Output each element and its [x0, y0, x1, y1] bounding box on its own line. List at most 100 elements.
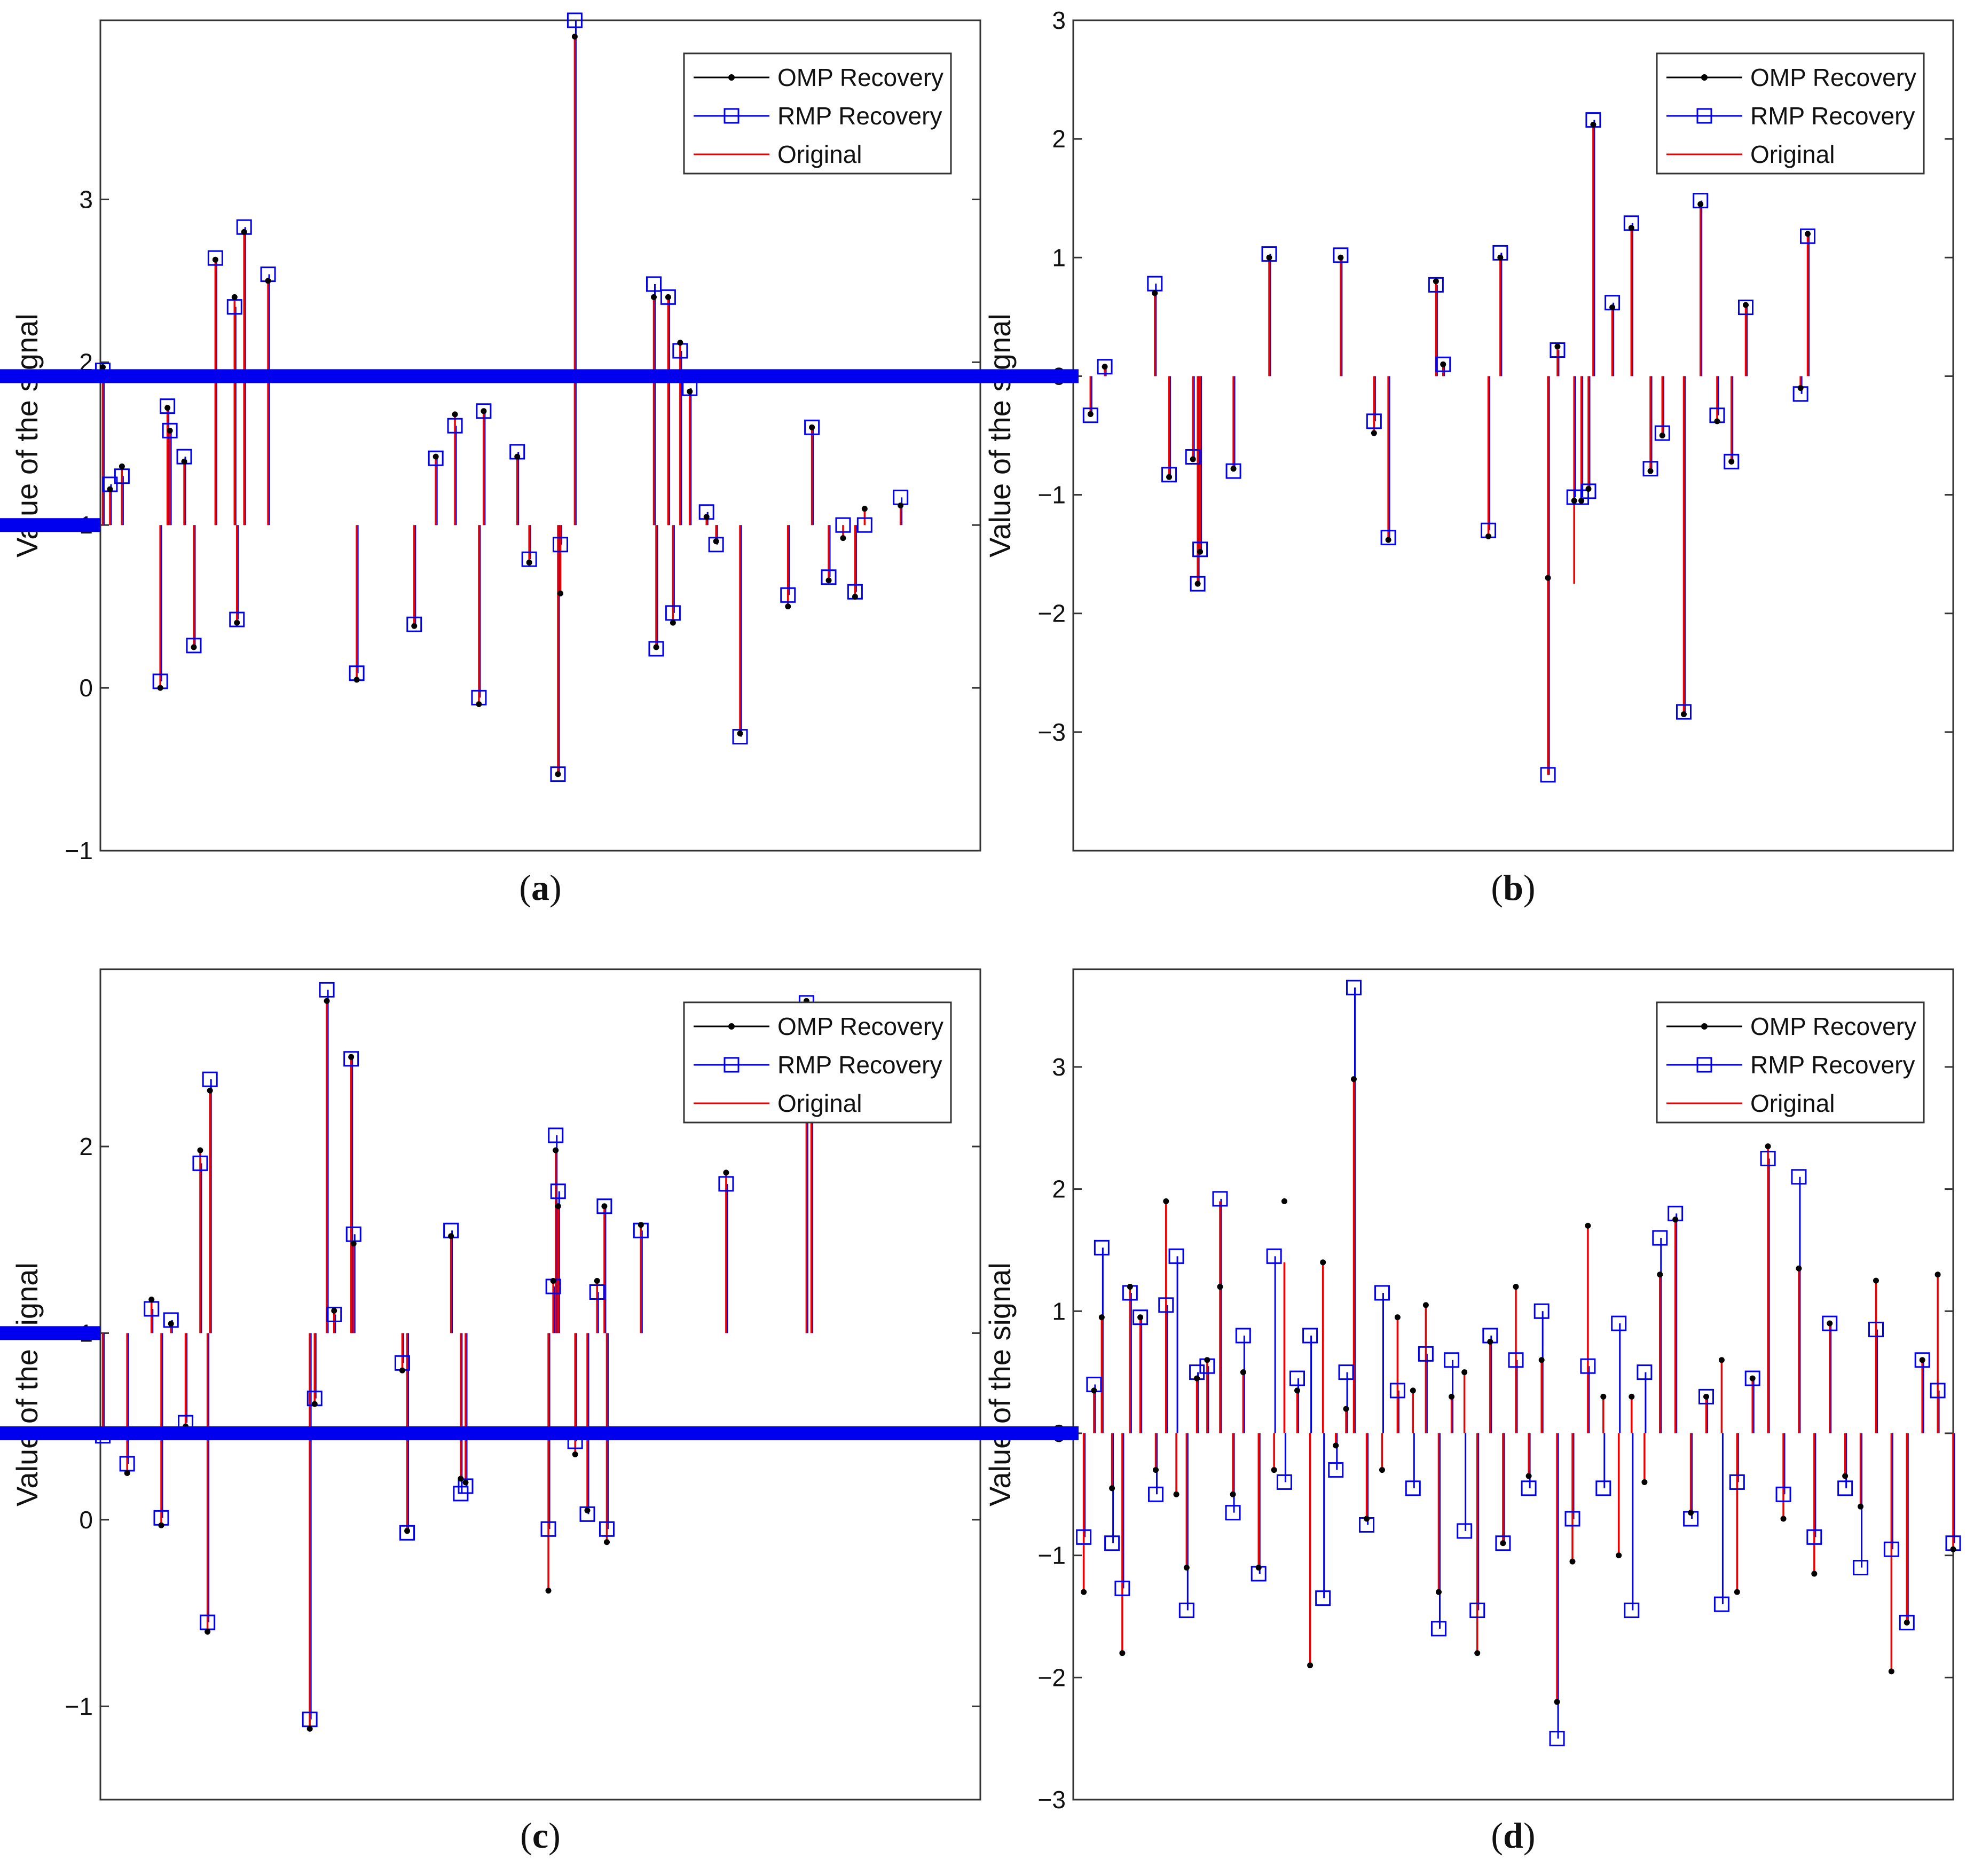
rmp-marker	[599, 1521, 615, 1537]
rmp-marker	[162, 422, 178, 438]
omp-marker	[1780, 1516, 1787, 1522]
omp-marker	[584, 1507, 591, 1513]
omp-marker	[1081, 1589, 1087, 1595]
omp-marker	[1166, 474, 1173, 480]
rmp-marker	[1729, 1474, 1745, 1490]
omp-marker	[1500, 1540, 1506, 1547]
ytick-label: −1	[1038, 481, 1066, 509]
legend-label: OMP Recovery	[1750, 1012, 1916, 1040]
rmp-marker	[326, 1306, 342, 1322]
omp-marker	[99, 364, 106, 370]
omp-marker	[1600, 1393, 1607, 1400]
rmp-marker	[1374, 1285, 1390, 1301]
omp-marker	[861, 506, 868, 512]
legend-label: Original	[1750, 1089, 1835, 1117]
omp-marker	[399, 1367, 405, 1373]
omp-marker	[550, 1278, 556, 1284]
legend-label: Original	[777, 140, 862, 168]
y-axis-label: Value of the signal	[983, 313, 1017, 558]
rmp-marker	[1076, 1529, 1092, 1545]
rmp-marker	[1097, 359, 1113, 375]
omp-marker	[458, 1475, 464, 1482]
rmp-marker	[1235, 1328, 1251, 1344]
rmp-marker	[1469, 1603, 1485, 1619]
rmp-marker	[1564, 1511, 1580, 1527]
rmp-marker	[1744, 1370, 1760, 1386]
rmp-marker	[718, 1176, 734, 1192]
omp-marker	[481, 408, 487, 414]
legend-rmp-marker	[723, 1057, 740, 1073]
rmp-marker	[1508, 1352, 1524, 1368]
omp-marker	[1364, 1516, 1370, 1522]
rmp-marker	[1338, 1364, 1354, 1380]
rmp-marker	[596, 1198, 612, 1214]
omp-marker	[1343, 1406, 1349, 1412]
omp-marker	[677, 340, 683, 346]
ytick-label: 3	[1052, 1053, 1066, 1081]
omp-marker	[1173, 1491, 1179, 1497]
rmp-marker	[399, 1525, 415, 1541]
omp-marker	[1647, 468, 1654, 474]
rmp-marker	[1266, 1248, 1282, 1264]
omp-marker	[1680, 711, 1687, 718]
rmp-marker	[1190, 576, 1206, 592]
omp-marker	[1609, 304, 1616, 311]
rmp-marker	[660, 289, 676, 305]
omp-marker	[1765, 1143, 1771, 1150]
omp-marker	[1858, 1503, 1864, 1510]
legend-label: OMP Recovery	[1750, 64, 1916, 91]
rmp-marker	[1580, 1358, 1596, 1374]
omp-marker	[476, 701, 482, 708]
rmp-marker	[1853, 1560, 1869, 1576]
omp-marker	[1294, 1387, 1300, 1394]
omp-marker	[650, 294, 657, 300]
rmp-marker	[1328, 1462, 1344, 1478]
omp-marker	[1525, 1473, 1532, 1479]
rmp-marker	[1346, 979, 1362, 995]
omp-marker	[665, 294, 671, 300]
omp-marker	[1371, 430, 1377, 436]
legend-label: OMP Recovery	[777, 64, 943, 91]
omp-marker	[1410, 1387, 1416, 1394]
omp-marker	[1718, 1357, 1725, 1363]
omp-marker	[571, 33, 578, 40]
rmp-marker	[1418, 1346, 1434, 1362]
omp-marker	[1688, 1510, 1694, 1516]
ytick-label: −3	[1038, 718, 1066, 746]
omp-marker	[1616, 1552, 1622, 1559]
rmp-marker	[406, 616, 422, 632]
omp-marker	[1194, 580, 1201, 587]
rmp-marker	[1225, 463, 1241, 479]
ytick-label: 1	[1052, 1297, 1066, 1325]
omp-marker	[809, 424, 815, 430]
rmp-marker	[160, 398, 176, 414]
legend-rmp-marker	[1696, 108, 1712, 124]
omp-marker	[1119, 1650, 1126, 1657]
ytick-label: 2	[1052, 1175, 1066, 1203]
omp-marker	[1842, 1473, 1849, 1479]
rmp-marker	[458, 1478, 474, 1494]
y-axis-label: Value of the signal	[983, 1262, 1017, 1506]
rmp-marker	[1302, 1328, 1318, 1344]
omp-marker	[1320, 1259, 1326, 1266]
rmp-marker	[1094, 1239, 1110, 1255]
omp-marker	[1461, 1369, 1468, 1376]
omp-marker	[1102, 364, 1108, 370]
ytick-label: −2	[1038, 600, 1066, 627]
legend-label: OMP Recovery	[777, 1012, 943, 1040]
rmp-marker	[1225, 1505, 1241, 1521]
rmp-marker	[229, 611, 245, 627]
omp-marker	[1934, 1271, 1941, 1278]
rmp-marker	[1430, 1621, 1446, 1637]
omp-marker	[601, 1203, 608, 1210]
omp-marker	[1950, 1546, 1956, 1552]
rmp-marker	[1148, 1486, 1164, 1502]
omp-marker	[158, 1522, 164, 1528]
omp-marker	[1379, 1467, 1385, 1473]
omp-marker	[1672, 1216, 1679, 1223]
omp-marker	[594, 1278, 600, 1284]
legend-rmp-marker	[1696, 1057, 1712, 1073]
legend-omp-marker	[728, 1023, 735, 1030]
omp-marker	[1545, 575, 1551, 581]
